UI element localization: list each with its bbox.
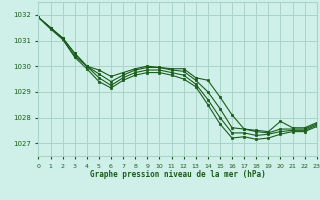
X-axis label: Graphe pression niveau de la mer (hPa): Graphe pression niveau de la mer (hPa) (90, 170, 266, 179)
